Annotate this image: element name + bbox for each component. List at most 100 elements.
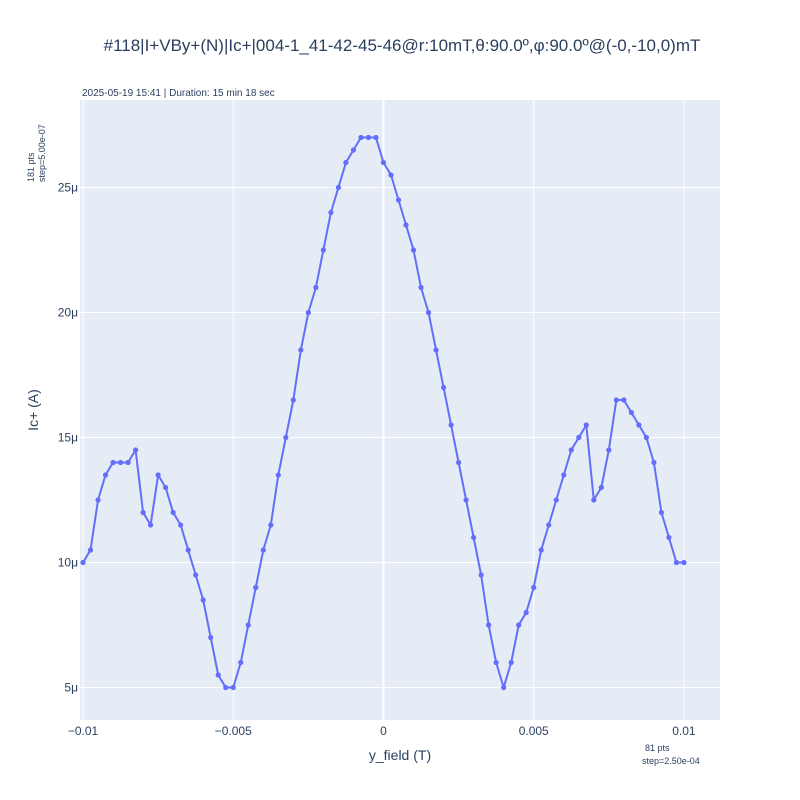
x-tick-label: 0.01	[672, 724, 696, 738]
data-point	[343, 159, 349, 166]
data-point	[140, 509, 146, 516]
data-point	[516, 622, 522, 628]
data-point	[448, 422, 454, 428]
data-point	[561, 472, 567, 478]
series-points	[80, 134, 687, 691]
data-point	[230, 684, 236, 691]
x-tick-labels: −0.01 −0.005 0 0.005 0.01	[68, 724, 696, 738]
data-point	[621, 397, 627, 403]
data-point	[553, 497, 559, 503]
data-point	[335, 184, 341, 191]
data-point	[486, 622, 492, 628]
data-point	[313, 284, 319, 291]
data-point	[673, 559, 680, 566]
data-point	[478, 572, 484, 578]
data-point	[245, 622, 251, 628]
data-point	[613, 397, 619, 403]
x-tick-label: −0.01	[68, 724, 99, 738]
y-gridlines	[80, 187, 720, 688]
x-gridlines	[82, 100, 685, 720]
data-point	[102, 472, 109, 478]
data-point	[418, 284, 424, 291]
data-point	[425, 309, 432, 316]
data-point	[215, 672, 221, 678]
data-point	[433, 347, 439, 353]
data-point	[95, 497, 101, 503]
data-point	[275, 472, 281, 478]
data-point	[283, 434, 289, 441]
data-point	[155, 472, 161, 478]
data-point	[260, 547, 266, 553]
data-point	[463, 497, 469, 503]
data-point	[388, 172, 394, 178]
data-point	[523, 609, 529, 616]
data-point	[373, 134, 379, 141]
data-point	[455, 459, 462, 466]
data-point	[193, 572, 199, 578]
y-tick-label: 20μ	[58, 306, 78, 320]
x-tick-label: 0.005	[519, 724, 549, 738]
data-point	[125, 459, 131, 466]
data-point	[305, 309, 311, 316]
data-point	[110, 459, 116, 466]
y-tick-label: 10μ	[58, 556, 78, 570]
data-point	[658, 509, 665, 516]
data-point	[636, 422, 642, 428]
data-point	[268, 522, 274, 528]
data-point	[298, 347, 304, 353]
data-point	[643, 434, 649, 441]
y-tick-labels: 5μ 10μ 15μ 20μ 25μ	[58, 181, 78, 695]
data-point	[253, 584, 259, 591]
data-point	[328, 209, 334, 216]
data-point	[493, 659, 499, 666]
data-point	[290, 397, 296, 403]
data-point	[440, 384, 447, 391]
chart-title: #118|I+VBy+(N)|Ic+|004-1_41-42-45-46@r:1…	[104, 36, 701, 55]
data-point	[576, 434, 582, 441]
chart-subtitle: 2025-05-19 15:41 | Duration: 15 min 18 s…	[82, 88, 275, 99]
data-point	[471, 534, 477, 541]
data-point	[185, 547, 191, 553]
y-note-line-1: 181 pts	[26, 152, 36, 182]
data-point	[358, 134, 364, 141]
data-point	[200, 597, 206, 603]
y-tick-label: 5μ	[64, 681, 78, 695]
data-point	[320, 247, 326, 253]
data-point	[598, 484, 604, 491]
data-point	[148, 522, 154, 528]
data-point	[591, 497, 597, 503]
data-point	[87, 547, 94, 553]
data-point	[568, 447, 574, 453]
data-point	[170, 509, 176, 516]
data-point	[666, 534, 672, 541]
data-point	[651, 459, 657, 466]
data-point	[583, 422, 589, 428]
data-point	[80, 559, 86, 566]
x-axis-label: y_field (T)	[369, 747, 431, 763]
x-tick-label: −0.005	[215, 724, 252, 738]
data-point	[538, 547, 544, 553]
y-note-line-2: step=5.00e-07	[37, 124, 47, 182]
data-point	[410, 247, 417, 253]
x-note-line-1: 81 pts	[645, 743, 670, 753]
data-point	[178, 522, 184, 528]
data-point	[403, 222, 409, 228]
data-point	[508, 659, 514, 666]
data-point	[395, 197, 402, 203]
data-point	[380, 159, 387, 166]
data-point	[628, 409, 634, 416]
data-point	[208, 634, 214, 641]
data-point	[350, 147, 357, 153]
data-point	[681, 559, 687, 566]
data-point	[365, 134, 372, 141]
y-tick-label: 25μ	[58, 181, 78, 195]
data-point	[163, 484, 169, 491]
data-point	[501, 684, 507, 691]
data-point	[546, 522, 552, 528]
plot-background	[80, 100, 720, 720]
data-point	[132, 447, 139, 453]
data-point	[238, 659, 244, 666]
data-point	[223, 684, 229, 691]
data-point	[117, 459, 124, 466]
